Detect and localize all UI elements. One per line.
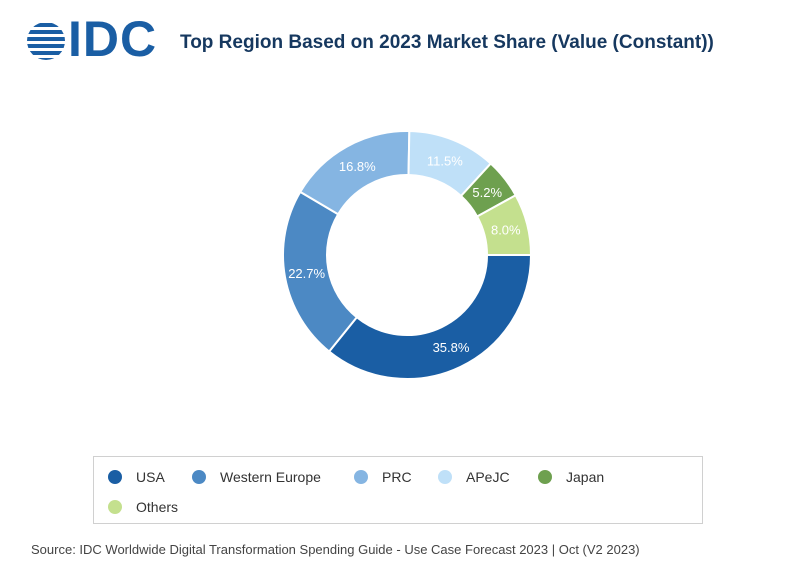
donut-slice-others[interactable]: [475, 193, 533, 256]
legend-label: Others: [136, 499, 179, 515]
chart-title: Top Region Based on 2023 Market Share (V…: [180, 32, 714, 53]
donut-chart-svg: 35.8% 22.7% 16.8% 11.5% 5.2% 8.0%: [282, 130, 533, 380]
legend-swatch: [354, 470, 368, 484]
donut-slice-usa[interactable]: [327, 254, 533, 380]
legend-label: USA: [136, 469, 165, 485]
legend-item-others[interactable]: Others: [108, 499, 178, 515]
logo-text: IDC: [68, 11, 158, 67]
data-label-apejc: 11.5%: [427, 153, 463, 168]
data-label-western-europe: 22.7%: [288, 266, 325, 281]
legend-item-usa[interactable]: USA: [108, 469, 165, 485]
legend-label: PRC: [382, 469, 412, 485]
legend: USA Western Europe PRC APeJC Japan Other…: [93, 456, 703, 524]
legend-item-apejc[interactable]: APeJC: [438, 469, 510, 485]
data-label-others: 8.0%: [491, 223, 521, 238]
legend-label: APeJC: [466, 469, 510, 485]
globe-icon: [27, 23, 65, 60]
data-label-japan: 5.2%: [472, 185, 502, 200]
legend-label: Western Europe: [220, 469, 321, 485]
legend-swatch: [108, 500, 122, 514]
legend-item-western-europe[interactable]: Western Europe: [192, 469, 321, 485]
idc-logo: IDC: [24, 14, 164, 66]
legend-swatch: [438, 470, 452, 484]
donut-chart: 35.8% 22.7% 16.8% 11.5% 5.2% 8.0%: [0, 90, 799, 450]
data-label-usa: 35.8%: [433, 340, 470, 355]
header: IDC Top Region Based on 2023 Market Shar…: [0, 0, 799, 90]
legend-item-prc[interactable]: PRC: [354, 469, 412, 485]
legend-swatch: [538, 470, 552, 484]
legend-swatch: [192, 470, 206, 484]
legend-item-japan[interactable]: Japan: [538, 469, 604, 485]
data-label-prc: 16.8%: [339, 159, 376, 174]
source-note: Source: IDC Worldwide Digital Transforma…: [31, 542, 640, 557]
legend-label: Japan: [566, 469, 605, 485]
legend-swatch: [108, 470, 122, 484]
